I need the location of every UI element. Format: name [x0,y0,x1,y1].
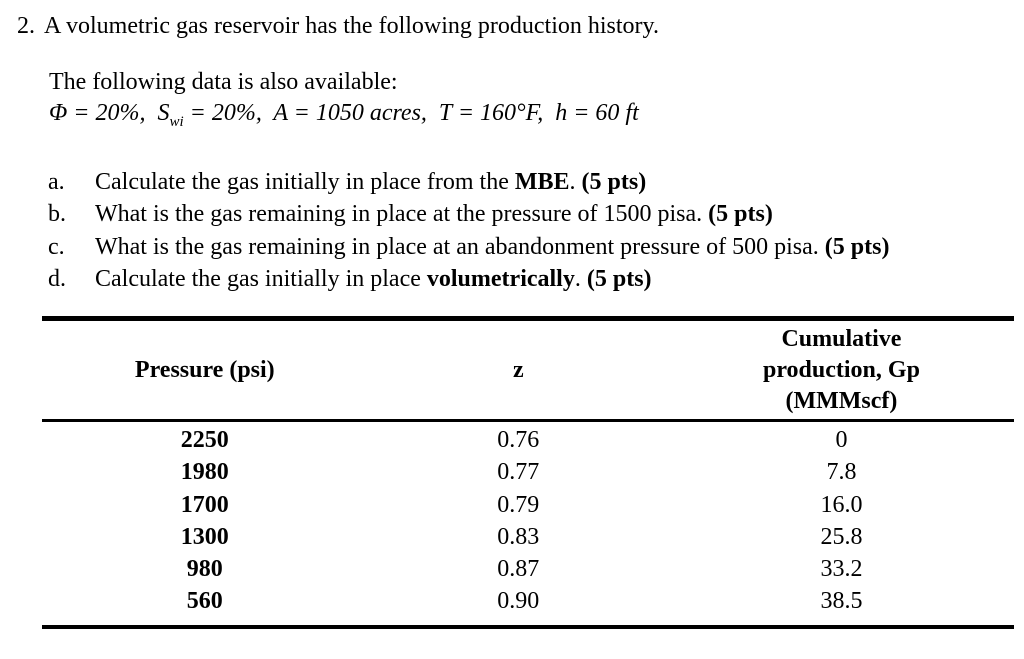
table-row: 1980 0.77 7.8 [42,456,1014,488]
z-factor-cell: 0.79 [497,491,540,518]
z-factor-cell: 0.87 [497,556,540,583]
cumulative-production-cell: 0 [835,427,848,453]
z-factor-cell: 0.83 [497,523,540,550]
question-text: What is the gas remaining in place at an… [95,234,889,260]
intro-line: The following data is also available: [49,69,398,95]
problem-title: 2. A volumetric gas reservoir has the fol… [17,13,659,40]
questions-list: a. Calculate the gas initially in place f… [48,166,889,296]
header-line: Pressure (psi) [134,357,275,383]
cumulative-production-cell: 38.5 [820,588,863,615]
table-row: 980 0.87 33.2 [42,553,1014,585]
question-text: Calculate the gas initially in place vol… [95,266,652,292]
question-label: a. [48,169,65,195]
text-segment: What is the gas remaining in place at th… [95,201,709,228]
cumulative-production-cell: 16.0 [820,491,863,518]
table-header-row: Pressure (psi) z Cumulative production, Gp (… [42,318,1014,422]
table-row: 560 0.90 38.5 [42,585,1014,626]
production-history-table: Pressure (psi) z Cumulative production, Gp (… [42,316,1014,629]
text-segment: . [569,169,582,195]
table-row: 1300 0.83 25.8 [42,521,1014,553]
problem-statement: A volumetric gas reservoir has the follo… [44,13,659,39]
text-segment: Φ = 20%, S [49,100,170,126]
given-data-line: Φ = 20%, Swi = 20%, A = 1050 acres, T = … [49,100,639,130]
z-factor-column-header: z [367,318,669,422]
pressure-cell: 1300 [180,523,229,550]
cumulative-production-cell: 33.2 [820,556,863,583]
text-segment: . [574,266,587,293]
question-label: c. [48,233,65,260]
pressure-cell: 560 [186,588,223,615]
question-label: b. [48,201,66,228]
z-factor-cell: 0.77 [497,459,540,486]
bold-text-segment: (5 pts) [586,266,652,293]
bold-text-segment: MBE [514,169,570,195]
cumulative-production-cell: 25.8 [820,523,863,550]
bold-text-segment: (5 pts) [581,169,647,195]
z-factor-cell: 0.76 [497,427,540,453]
table-body: 2250 0.76 0 1980 0.77 7.8 1700 0.79 16.0 1300 0.83… [42,421,1014,627]
pressure-cell: 980 [186,556,223,583]
cumulative-production-column-header: Cumulative production, Gp (MMMscf) [668,318,1014,422]
pressure-cell: 1980 [180,459,229,486]
question-text: Calculate the gas initially in place fro… [95,169,646,195]
header-line: (MMMscf) [785,388,898,414]
text-segment: Calculate the gas initially in place fro… [95,169,515,195]
problem-number: 2. [17,13,35,39]
text-segment: Calculate the gas initially in place [95,266,427,293]
text-segment: What is the gas remaining in place at an… [95,233,825,260]
header-line: production, Gp [762,357,920,383]
bold-text-segment: volumetrically [426,266,575,293]
pressure-cell: 2250 [180,427,229,453]
question-item: b. What is the gas remaining in place at … [48,198,889,230]
question-item: d. Calculate the gas initially in place v… [48,263,889,295]
question-text: What is the gas remaining in place at th… [95,201,773,227]
bold-text-segment: (5 pts) [708,201,773,228]
question-item: a. Calculate the gas initially in place f… [48,166,889,198]
question-item: c. What is the gas remaining in place at … [48,231,889,263]
pressure-cell: 1700 [180,491,229,518]
header-line: Cumulative [781,326,902,352]
table-row: 1700 0.79 16.0 [42,489,1014,521]
table-row: 2250 0.76 0 [42,421,1014,457]
pressure-column-header: Pressure (psi) [42,318,368,422]
text-segment: = 20%, A = 1050 acres, T = 160°F, h = 60… [183,100,639,126]
bold-text-segment: (5 pts) [824,233,890,260]
cumulative-production-cell: 7.8 [826,459,857,486]
subscript-segment: wi [169,113,184,130]
question-label: d. [48,266,66,293]
header-line: z [512,357,524,383]
z-factor-cell: 0.90 [497,588,540,615]
